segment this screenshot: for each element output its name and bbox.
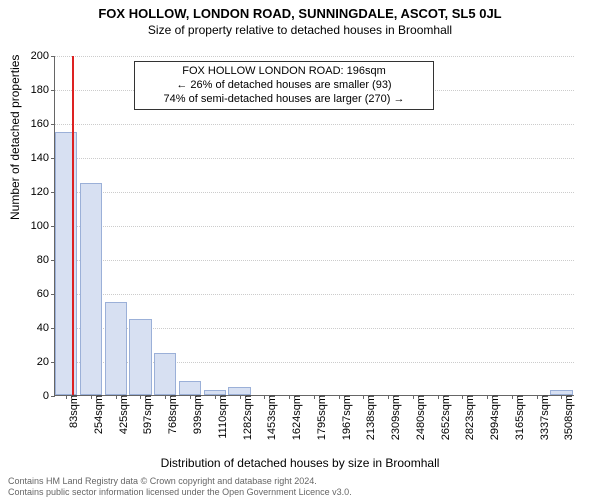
xtick-label: 2138sqm bbox=[363, 395, 377, 440]
y-axis-label: Number of detached properties bbox=[8, 55, 22, 220]
ytick-label: 140 bbox=[31, 152, 55, 164]
histogram-bar bbox=[80, 183, 102, 396]
ytick-label: 120 bbox=[31, 186, 55, 198]
annotation-line: ← 26% of detached houses are smaller (93… bbox=[141, 79, 427, 93]
gridline bbox=[55, 260, 574, 261]
xtick-label: 425sqm bbox=[116, 395, 130, 434]
ytick-label: 40 bbox=[37, 322, 55, 334]
xtick-label: 2480sqm bbox=[413, 395, 427, 440]
xtick-label: 3337sqm bbox=[537, 395, 551, 440]
xtick-label: 2652sqm bbox=[438, 395, 452, 440]
ytick-label: 60 bbox=[37, 288, 55, 300]
ytick-label: 100 bbox=[31, 220, 55, 232]
xtick-label: 1967sqm bbox=[339, 395, 353, 440]
footer-attribution: Contains HM Land Registry data © Crown c… bbox=[8, 476, 352, 498]
gridline bbox=[55, 124, 574, 125]
x-axis-label: Distribution of detached houses by size … bbox=[0, 456, 600, 470]
plot-area: 02040608010012014016018020083sqm254sqm42… bbox=[54, 56, 574, 396]
ytick-label: 180 bbox=[31, 84, 55, 96]
footer-line-1: Contains HM Land Registry data © Crown c… bbox=[8, 476, 352, 487]
annotation-box: FOX HOLLOW LONDON ROAD: 196sqm← 26% of d… bbox=[134, 61, 434, 110]
histogram-bar bbox=[228, 387, 250, 396]
ytick-label: 80 bbox=[37, 254, 55, 266]
xtick-label: 2309sqm bbox=[388, 395, 402, 440]
xtick-label: 1110sqm bbox=[215, 395, 229, 439]
xtick-label: 3165sqm bbox=[512, 395, 526, 440]
gridline bbox=[55, 226, 574, 227]
chart-container: FOX HOLLOW, LONDON ROAD, SUNNINGDALE, AS… bbox=[0, 0, 600, 500]
ytick-label: 20 bbox=[37, 356, 55, 368]
histogram-bar bbox=[154, 353, 176, 396]
xtick-label: 939sqm bbox=[190, 395, 204, 434]
ytick-label: 160 bbox=[31, 118, 55, 130]
xtick-label: 3508sqm bbox=[561, 395, 575, 440]
xtick-label: 1453sqm bbox=[264, 395, 278, 440]
ytick-label: 0 bbox=[43, 390, 55, 402]
footer-line-2: Contains public sector information licen… bbox=[8, 487, 352, 498]
annotation-line: FOX HOLLOW LONDON ROAD: 196sqm bbox=[141, 65, 427, 79]
histogram-bar bbox=[105, 302, 127, 396]
gridline bbox=[55, 294, 574, 295]
chart-subtitle: Size of property relative to detached ho… bbox=[0, 21, 600, 37]
xtick-label: 768sqm bbox=[165, 395, 179, 434]
annotation-line: 74% of semi-detached houses are larger (… bbox=[141, 93, 427, 107]
histogram-bar bbox=[179, 381, 201, 395]
gridline bbox=[55, 158, 574, 159]
ytick-label: 200 bbox=[31, 50, 55, 62]
xtick-label: 254sqm bbox=[91, 395, 105, 434]
gridline bbox=[55, 56, 574, 57]
chart-title: FOX HOLLOW, LONDON ROAD, SUNNINGDALE, AS… bbox=[0, 0, 600, 21]
xtick-label: 1624sqm bbox=[289, 395, 303, 440]
xtick-label: 1795sqm bbox=[314, 395, 328, 440]
xtick-label: 2823sqm bbox=[462, 395, 476, 440]
xtick-label: 597sqm bbox=[140, 395, 154, 434]
histogram-bar bbox=[129, 319, 151, 396]
gridline bbox=[55, 192, 574, 193]
xtick-label: 2994sqm bbox=[487, 395, 501, 440]
xtick-label: 1282sqm bbox=[240, 395, 254, 440]
property-marker-line bbox=[72, 56, 74, 395]
histogram-bar bbox=[55, 132, 77, 396]
xtick-label: 83sqm bbox=[66, 395, 80, 428]
